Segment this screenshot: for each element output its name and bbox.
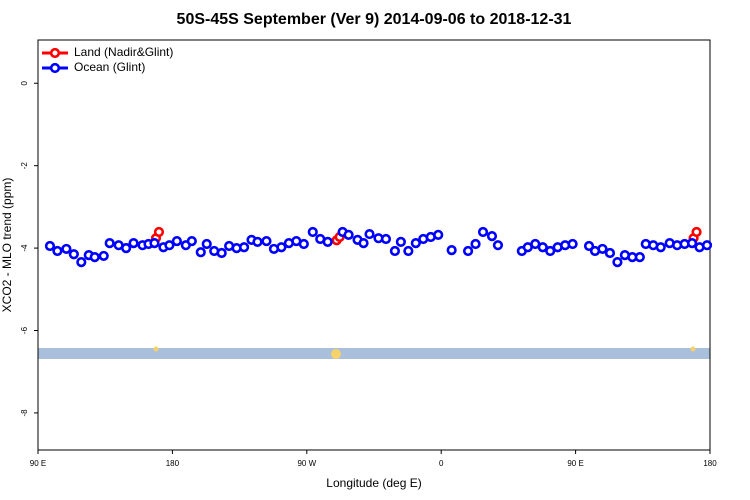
- y-axis-title: XCO2 - MLO trend (ppm): [0, 178, 14, 313]
- data-point: [52, 245, 63, 257]
- data-point: [128, 238, 139, 249]
- data-point: [462, 245, 474, 257]
- data-point: [403, 245, 414, 257]
- data-point: [358, 238, 369, 249]
- legend-marker: [49, 62, 61, 74]
- band-marker: [690, 346, 696, 352]
- data-point: [307, 226, 318, 238]
- data-point: [701, 240, 713, 251]
- legend-label: Ocean (Glint): [74, 60, 145, 74]
- data-point: [343, 229, 354, 241]
- data-point: [389, 245, 401, 257]
- data-point: [171, 235, 182, 247]
- data-point: [655, 242, 666, 253]
- data-point: [470, 238, 481, 250]
- data-point: [604, 247, 616, 259]
- data-point: [89, 252, 100, 263]
- x-tick-label: 90 E: [567, 459, 583, 468]
- x-tick-label: 90 E: [30, 459, 46, 468]
- data-point: [298, 238, 309, 250]
- data-point: [186, 235, 197, 247]
- x-tick-label: 0: [439, 459, 444, 468]
- chart-title: 50S-45S September (Ver 9) 2014-09-06 to …: [177, 11, 572, 28]
- data-point: [597, 243, 608, 255]
- data-point: [477, 226, 489, 238]
- data-point: [164, 240, 175, 251]
- data-point: [98, 250, 109, 262]
- x-tick-label: 180: [703, 459, 717, 468]
- y-tick-label: -2: [20, 162, 29, 170]
- data-point: [276, 242, 287, 253]
- data-point: [545, 245, 556, 257]
- band-marker: [331, 349, 341, 359]
- data-point: [433, 229, 444, 241]
- data-point: [121, 242, 132, 254]
- data-point: [195, 247, 206, 258]
- data-point: [380, 233, 392, 245]
- coverage-band: [38, 348, 710, 359]
- data-point: [364, 228, 375, 240]
- data-point: [446, 245, 457, 256]
- data-point: [201, 238, 212, 250]
- data-point: [104, 238, 115, 249]
- band-marker: [153, 346, 159, 352]
- data-point: [61, 243, 72, 255]
- data-point: [634, 252, 645, 263]
- y-tick-label: -6: [20, 326, 29, 334]
- data-point: [149, 238, 160, 249]
- data-point: [492, 240, 504, 251]
- data-point: [567, 238, 578, 250]
- legend-label: Land (Nadir&Glint): [74, 45, 173, 59]
- legend-marker: [49, 47, 61, 59]
- data-point: [76, 257, 87, 268]
- data-point: [322, 236, 333, 248]
- data-point: [153, 226, 165, 238]
- data-point: [261, 235, 272, 247]
- data-point: [252, 236, 263, 248]
- data-point: [537, 242, 548, 253]
- data-point: [686, 238, 698, 249]
- data-point: [612, 257, 623, 268]
- x-axis-title: Longitude (deg E): [326, 476, 421, 490]
- x-tick-label: 90 W: [297, 459, 316, 468]
- y-tick-label: 0: [20, 80, 29, 85]
- y-tick-label: -8: [20, 409, 29, 417]
- data-point: [691, 226, 702, 238]
- data-point: [238, 242, 250, 253]
- data-point: [486, 231, 498, 242]
- data-point: [395, 236, 406, 248]
- data-point: [216, 247, 227, 259]
- x-tick-label: 180: [166, 459, 180, 468]
- data-point: [68, 249, 79, 260]
- y-tick-label: -4: [20, 244, 29, 252]
- data-point: [410, 238, 421, 249]
- data-point: [44, 240, 56, 252]
